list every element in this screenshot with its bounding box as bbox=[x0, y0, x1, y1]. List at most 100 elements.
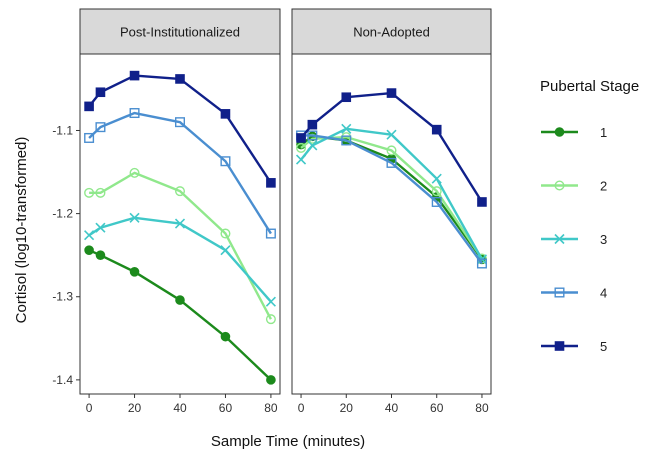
data-point bbox=[175, 74, 185, 84]
series-stage-4 bbox=[84, 108, 276, 239]
x-tick-label: 0 bbox=[86, 401, 93, 415]
series-stage-1 bbox=[84, 245, 276, 385]
series-line bbox=[301, 134, 483, 265]
data-point bbox=[84, 101, 94, 112]
data-point bbox=[84, 187, 95, 198]
series-stage-3 bbox=[295, 123, 488, 265]
data-point bbox=[265, 314, 276, 325]
legend-marker-stroke-b bbox=[554, 233, 565, 245]
data-point bbox=[386, 88, 397, 98]
data-point bbox=[95, 250, 106, 260]
data-point bbox=[341, 123, 352, 134]
data-point-stroke-b bbox=[307, 140, 318, 151]
series-stage-3 bbox=[84, 212, 276, 307]
data-point bbox=[431, 196, 442, 207]
legend-label: 3 bbox=[600, 232, 607, 247]
data-point bbox=[295, 154, 307, 165]
data-point-shape bbox=[129, 266, 140, 277]
panel-title: Post-Institutionalized bbox=[120, 25, 240, 40]
data-point-shape bbox=[175, 295, 185, 305]
legend-marker-shape bbox=[554, 287, 565, 298]
data-point-shape bbox=[266, 178, 276, 188]
x-tick-label: 40 bbox=[173, 401, 187, 415]
data-point bbox=[386, 129, 397, 140]
data-point-shape bbox=[341, 92, 352, 103]
data-point-shape bbox=[84, 101, 94, 112]
data-point-stroke-b bbox=[220, 245, 231, 256]
legend-marker bbox=[554, 233, 565, 245]
data-point-stroke-b bbox=[386, 129, 397, 140]
x-tick-label: 80 bbox=[475, 401, 489, 415]
panel-title: Non-Adopted bbox=[353, 25, 430, 40]
data-point-shape bbox=[266, 375, 276, 385]
data-point-stroke-b bbox=[95, 222, 106, 233]
data-point bbox=[95, 222, 106, 233]
data-point-shape bbox=[129, 70, 140, 81]
data-point bbox=[220, 156, 231, 167]
data-point bbox=[341, 135, 352, 146]
data-point bbox=[220, 109, 231, 119]
data-point bbox=[431, 124, 442, 135]
y-tick-label: -1.4 bbox=[52, 373, 73, 387]
data-point-stroke-b bbox=[295, 154, 307, 165]
data-point-shape bbox=[84, 187, 95, 198]
data-point bbox=[129, 167, 140, 178]
legend-marker-shape bbox=[554, 341, 565, 351]
x-tick-label: 60 bbox=[219, 401, 233, 415]
data-point bbox=[477, 197, 487, 207]
series-stage-2 bbox=[84, 167, 276, 325]
data-point bbox=[95, 187, 106, 198]
data-point bbox=[220, 228, 231, 239]
legend-marker bbox=[554, 180, 565, 191]
y-tick-label: -1.1 bbox=[52, 123, 73, 137]
data-point-stroke-b bbox=[129, 212, 140, 223]
data-point-shape bbox=[296, 133, 306, 143]
data-point-shape bbox=[95, 250, 106, 260]
panel-1: Post-Institutionalized 0 20 40 60 80 -1.4 -1.3 -… bbox=[52, 8, 281, 415]
series-line bbox=[88, 111, 272, 235]
legend-item-2: 2 bbox=[541, 179, 607, 194]
data-point bbox=[431, 173, 442, 184]
series-stage-4 bbox=[296, 130, 487, 269]
data-point bbox=[95, 122, 106, 133]
data-point bbox=[341, 92, 352, 103]
chart-panels: Post-Institutionalized 0 20 40 60 80 -1.4 -1.3 -… bbox=[52, 8, 492, 415]
data-point-shape bbox=[220, 228, 231, 239]
data-point-shape bbox=[95, 87, 106, 98]
legend-marker bbox=[554, 341, 565, 351]
data-point bbox=[84, 245, 94, 255]
data-point-shape bbox=[296, 142, 307, 153]
data-point-shape bbox=[307, 130, 318, 141]
data-point-shape bbox=[220, 331, 231, 342]
data-point-shape bbox=[431, 186, 442, 197]
data-point-shape bbox=[84, 245, 94, 255]
data-point-stroke-b bbox=[174, 218, 186, 229]
legend-label: 4 bbox=[600, 286, 607, 301]
data-point bbox=[84, 132, 95, 143]
x-tick-label: 20 bbox=[128, 401, 142, 415]
data-point bbox=[129, 108, 140, 119]
data-point bbox=[296, 133, 306, 143]
data-point bbox=[476, 258, 487, 269]
data-point bbox=[220, 245, 231, 256]
data-point-shape bbox=[220, 156, 231, 167]
data-point-shape bbox=[129, 167, 140, 178]
data-point-shape bbox=[477, 197, 487, 207]
data-point bbox=[129, 70, 140, 81]
data-point-shape bbox=[174, 117, 185, 128]
data-point-shape bbox=[265, 314, 276, 325]
data-point-stroke-b bbox=[431, 173, 442, 184]
data-point-shape bbox=[386, 88, 397, 98]
legend-item-1: 1 bbox=[541, 125, 607, 140]
data-point bbox=[296, 142, 307, 153]
legend-marker-shape bbox=[554, 127, 565, 137]
legend-title: Pubertal Stage bbox=[540, 78, 639, 95]
y-tick-label: -1.3 bbox=[52, 290, 73, 304]
y-tick-label: -1.2 bbox=[52, 207, 73, 221]
panel-strip bbox=[291, 8, 492, 55]
y-axis-title: Cortisol (log10-transformed) bbox=[13, 137, 30, 324]
data-point-shape bbox=[175, 74, 185, 84]
data-point bbox=[386, 157, 397, 168]
data-point bbox=[266, 375, 276, 385]
data-point-shape bbox=[386, 157, 397, 168]
